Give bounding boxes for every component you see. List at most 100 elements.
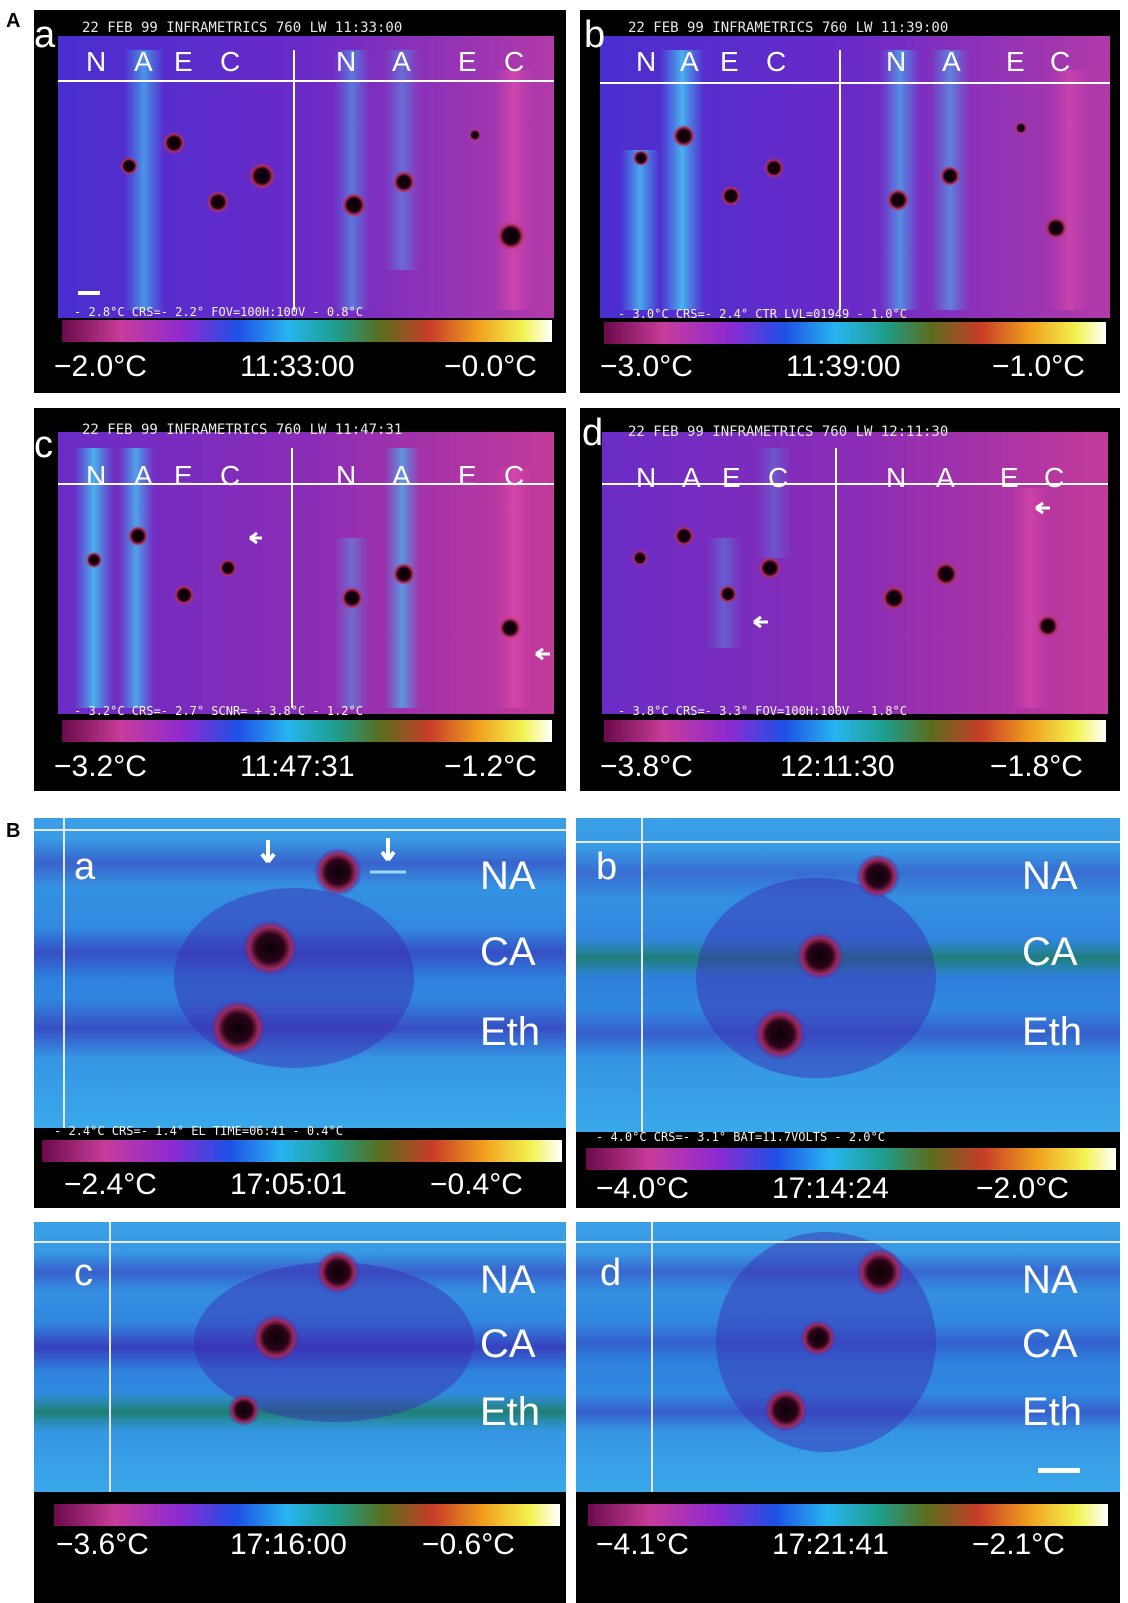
label-n: N [86,460,107,491]
panel-letter: d [582,412,604,454]
min-temp: −2.0°C [54,350,147,383]
row-label-eth: Eth [480,1010,541,1054]
label-n: N [636,462,657,493]
thermal-image [576,1222,1120,1492]
label-a: A [134,46,153,77]
max-temp: −2.0°C [976,1172,1069,1205]
min-temp: −3.2°C [54,750,147,783]
timestamp: 17:14:24 [772,1172,889,1205]
min-temp: −3.6°C [56,1528,149,1561]
label-e: E [1006,46,1025,77]
max-temp: −0.6°C [422,1528,515,1561]
colorbar [54,1504,560,1526]
timestamp: 17:16:00 [230,1528,347,1561]
max-temp: −0.0°C [444,350,537,383]
label-a: A [680,46,699,77]
label-a: A [392,46,411,77]
temperature-row: −4.0°C 17:14:24 −2.0°C [576,1172,1120,1208]
panel-header: 22 FEB 99 INFRAMETRICS 760 LW 11:47:31 [82,422,403,438]
timestamp: 12:11:30 [780,750,895,783]
max-temp: −1.8°C [990,750,1083,783]
colorbar [588,1504,1108,1526]
colorbar [62,720,552,742]
label-a: A [942,46,961,77]
panel-letter: a [74,846,96,888]
row-label-na: NA [480,1258,536,1302]
colorbar [604,322,1106,344]
temperature-row: −3.2°C 11:47:31 −1.2°C [34,750,566,790]
label-c: C [768,462,789,493]
label-e: E [174,460,193,491]
panel-a-c: 22 FEB 99 INFRAMETRICS 760 LW 11:47:31 c… [34,408,566,791]
panel-footer: - 3.2°C CRS=- 2.7° SCNR= + 3.8°C - 1.2°C [74,704,363,718]
panel-a-a: 22 FEB 99 INFRAMETRICS 760 LW 11:33:00 a… [34,10,566,393]
label-c: C [220,46,241,77]
colorbar [586,1148,1116,1170]
panel-letter: a [34,14,56,56]
min-temp: −4.1°C [596,1528,689,1561]
panel-letter: c [74,1252,93,1294]
label-c: C [504,46,525,77]
label-c: C [220,460,241,491]
timestamp: 11:47:31 [240,750,355,783]
panel-footer: - 3.0°C CRS=- 2.4° CTR LVL=01949 - 1.0°C [618,307,907,321]
label-a: A [682,462,701,493]
panel-header: 22 FEB 99 INFRAMETRICS 760 LW 11:33:00 [82,20,403,36]
label-n: N [636,46,657,77]
row-label-eth: Eth [1022,1390,1083,1434]
row-label-eth: Eth [1022,1010,1083,1054]
thermal-image [34,818,566,1128]
label-a: A [392,460,411,491]
max-temp: −1.2°C [444,750,537,783]
label-c: C [1050,46,1071,77]
min-temp: −3.0°C [600,350,693,383]
row-label-ca: CA [480,930,536,974]
row-label-na: NA [1022,854,1078,898]
label-e: E [458,460,477,491]
label-e: E [720,46,739,77]
label-a: A [134,460,153,491]
colorbar [604,720,1106,742]
panel-letter: d [600,1252,622,1294]
thermal-image [34,1222,566,1492]
panel-b-b: b NA CA Eth - 4.0°C CRS=- 3.1° BAT=11.7V… [576,818,1120,1208]
temperature-row: −3.8°C 12:11:30 −1.8°C [580,750,1120,790]
row-label-ca: CA [1022,930,1078,974]
section-b-label: B [6,820,21,842]
panel-header: 22 FEB 99 INFRAMETRICS 760 LW 12:11:30 [628,424,949,440]
row-label-na: NA [480,854,536,898]
colorbar [42,1140,562,1162]
temperature-row: −3.0°C 11:39:00 −1.0°C [580,350,1120,390]
max-temp: −0.4°C [430,1168,523,1201]
temperature-row: −3.6°C 17:16:00 −0.6°C [34,1528,566,1568]
row-label-ca: CA [480,1322,536,1366]
label-e: E [1000,462,1019,493]
label-c: C [1044,462,1065,493]
temperature-row: −2.4°C 17:05:01 −0.4°C [34,1168,566,1208]
max-temp: −2.1°C [972,1528,1065,1561]
thermal-image [602,432,1108,714]
panel-footer: - 2.4°C CRS=- 1.4° EL TIME=06:41 - 0.4°C [54,1124,343,1138]
row-label-ca: CA [1022,1322,1078,1366]
panel-letter: b [596,846,618,888]
section-a-label: A [6,10,21,32]
timestamp: 17:05:01 [230,1168,347,1201]
timestamp: 11:33:00 [240,350,355,383]
thermal-image [58,36,554,318]
panel-letter: b [584,14,606,56]
thermal-image [600,36,1110,318]
colorbar [62,320,552,342]
temperature-row: −4.1°C 17:21:41 −2.1°C [576,1528,1120,1568]
panel-footer: - 3.8°C CRS=- 3.3° FOV=100H:100V - 1.8°C [618,704,907,718]
label-e: E [458,46,477,77]
temperature-row: −2.0°C 11:33:00 −0.0°C [34,350,566,390]
panel-header: 22 FEB 99 INFRAMETRICS 760 LW 11:39:00 [628,20,949,36]
panel-a-b: 22 FEB 99 INFRAMETRICS 760 LW 11:39:00 b… [580,10,1120,393]
label-a: A [936,462,955,493]
row-label-eth: Eth [480,1390,541,1434]
min-temp: −3.8°C [600,750,693,783]
label-e: E [174,46,193,77]
min-temp: −4.0°C [596,1172,689,1205]
label-n: N [886,462,907,493]
thermal-image [58,432,554,714]
